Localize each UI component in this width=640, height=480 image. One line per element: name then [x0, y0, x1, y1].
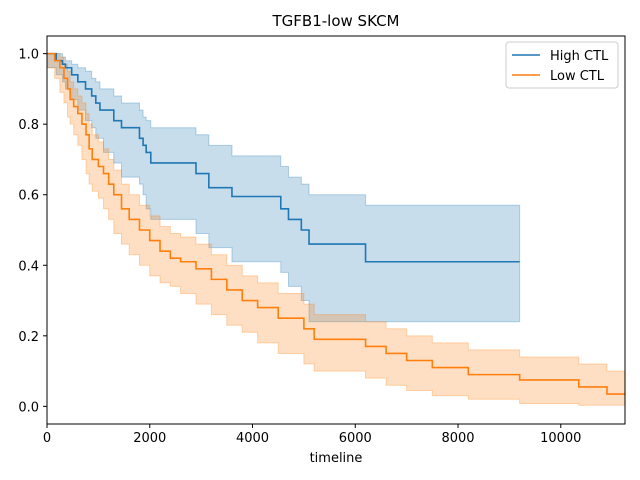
ci-band-high-ctl — [46, 53, 521, 323]
y-tick-label: 0.0 — [18, 400, 39, 415]
series-line-high-ctl — [47, 52, 520, 263]
y-axis: 0.0 0.2 0.4 0.6 0.8 1.0 — [18, 48, 47, 415]
x-tick-label: 8000 — [441, 431, 474, 446]
legend-box — [505, 41, 619, 89]
x-axis-label: timeline — [310, 451, 363, 466]
legend: High CTL Low CTL — [505, 41, 619, 89]
survival-curves — [47, 52, 625, 395]
y-tick-label: 1.0 — [18, 48, 39, 63]
confidence-bands — [46, 53, 626, 406]
y-tick-label: 0.6 — [18, 189, 39, 204]
x-tick-label: 4000 — [236, 431, 269, 446]
plot-area-frame — [46, 35, 626, 425]
y-tick-label: 0.8 — [18, 118, 39, 133]
x-axis: 0 2000 4000 6000 8000 10000 — [43, 424, 581, 446]
x-tick-label: 6000 — [339, 431, 372, 446]
x-tick-label: 10000 — [540, 431, 581, 446]
y-tick-label: 0.2 — [18, 330, 39, 345]
y-tick-label: 0.4 — [18, 259, 39, 274]
x-tick-label: 0 — [43, 431, 51, 446]
series-line-low-ctl — [47, 52, 625, 395]
legend-label-high-ctl: High CTL — [550, 49, 609, 64]
chart-title: TGFB1-low SKCM — [272, 12, 400, 30]
x-tick-label: 2000 — [133, 431, 166, 446]
legend-label-low-ctl: Low CTL — [550, 69, 605, 84]
